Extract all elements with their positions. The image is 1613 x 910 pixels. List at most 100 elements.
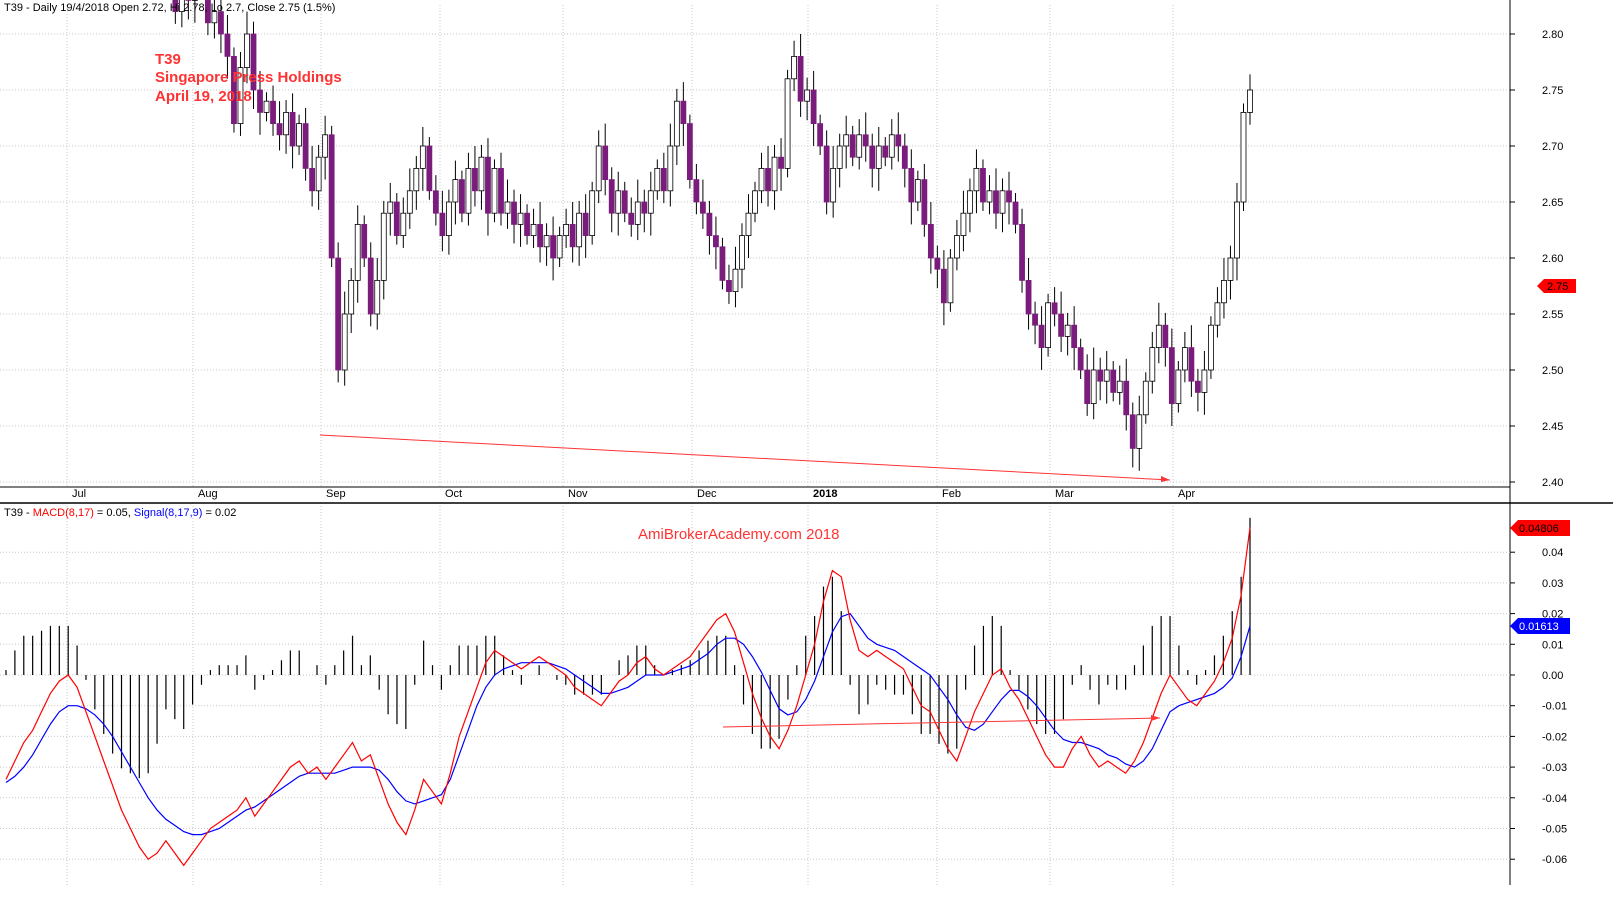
- candle-body: [1090, 369, 1097, 404]
- macd-y-axis: 0.04 0.03 0.02 0.01 0.00 -0.01 -0.02 -0.03 -0.04…: [1510, 547, 1567, 866]
- candle-body: [1234, 201, 1240, 259]
- candle-body: [1097, 369, 1104, 382]
- month-label: Nov: [568, 488, 588, 500]
- last-price-tag: 2.75: [1537, 279, 1576, 293]
- candle-body: [621, 190, 628, 214]
- candle-body: [719, 246, 726, 281]
- candle-body: [634, 201, 641, 225]
- macd-tick-label: 0.03: [1542, 578, 1563, 590]
- candle-body: [1240, 112, 1247, 203]
- candle-body: [875, 145, 882, 169]
- candle-body: [1194, 380, 1201, 393]
- macd-tick-label: 0.01: [1542, 639, 1563, 651]
- signal-line: [5, 612, 1251, 836]
- candle-body: [1214, 302, 1221, 326]
- price-y-axis: 2.402.452.502.552.602.652.702.752.802.85…: [1510, 29, 1563, 489]
- candle-body: [276, 123, 283, 136]
- candle-body: [211, 11, 218, 24]
- signal-value-tag: 0.01613: [1510, 618, 1570, 634]
- candle-body: [432, 190, 439, 214]
- candle-body: [680, 100, 687, 124]
- candle-body: [797, 56, 804, 102]
- candle-body: [843, 134, 850, 147]
- price-tick-label: 2.45: [1542, 421, 1563, 433]
- candle-body: [667, 145, 674, 192]
- macd-header-prefix: T39 -: [4, 507, 33, 519]
- candle-body: [1136, 414, 1143, 449]
- trend-arrowhead: [1161, 476, 1170, 482]
- candle-body: [686, 123, 693, 180]
- candle-body: [771, 156, 778, 192]
- candle-body: [1116, 380, 1123, 393]
- candle-body: [986, 190, 993, 203]
- candle-body: [1142, 380, 1149, 416]
- price-panel: 2.402.452.502.552.602.652.702.752.802.85…: [0, 0, 1576, 885]
- candle-body: [914, 179, 921, 203]
- support-trend-line: [319, 434, 1171, 481]
- candle-body: [1201, 369, 1208, 393]
- candle-body: [1045, 302, 1051, 348]
- annotation-date: April 19, 2018: [155, 88, 252, 105]
- candle-body: [810, 89, 817, 124]
- candle-body: [1012, 201, 1019, 225]
- candle-body: [218, 11, 224, 35]
- candle-body: [348, 279, 355, 315]
- candle-body: [817, 123, 824, 147]
- candle-body: [393, 201, 400, 236]
- candle-body: [778, 156, 784, 169]
- annotation-company: Singapore Press Holdings: [155, 69, 342, 86]
- candle-body: [908, 167, 915, 203]
- candle-body: [1006, 190, 1012, 203]
- candle-body: [595, 145, 602, 192]
- candle-body: [980, 167, 986, 203]
- candle-body: [257, 89, 263, 113]
- candle-body: [1025, 279, 1032, 315]
- candle-body: [296, 123, 302, 147]
- candle-body: [224, 33, 231, 57]
- candle-body: [172, 0, 179, 12]
- candle-body: [954, 235, 960, 259]
- macd-tick-label: 0.04: [1542, 547, 1563, 559]
- candle-body: [973, 167, 980, 192]
- candle-body: [205, 0, 211, 24]
- candle-body: [862, 134, 869, 147]
- candle-body: [556, 235, 563, 259]
- macd-tick-label: -0.02: [1542, 731, 1567, 743]
- candle-body: [589, 190, 596, 237]
- macd-tick-label: -0.03: [1542, 762, 1567, 774]
- candle-body: [380, 212, 387, 281]
- macd-header: T39 - MACD(8,17) = 0.05, Signal(8,17,9) …: [4, 507, 236, 519]
- candle-body: [726, 279, 732, 292]
- candle-body: [830, 167, 837, 203]
- macd-tick-label: 0.00: [1542, 670, 1563, 682]
- candle-body: [940, 268, 947, 304]
- macd-header-signal-label: Signal(8,17,9): [134, 507, 203, 519]
- month-label: Sep: [326, 488, 346, 500]
- candle-body: [1129, 414, 1136, 449]
- candle-body: [804, 89, 811, 102]
- candle-body: [1162, 324, 1169, 349]
- candle-body: [530, 223, 537, 236]
- candle-body: [1188, 347, 1195, 382]
- candle-body: [1051, 302, 1058, 315]
- candle-body: [732, 268, 739, 293]
- candle-body: [465, 167, 472, 214]
- candle-body: [367, 257, 374, 315]
- candle-body: [739, 235, 745, 270]
- month-label: Oct: [445, 488, 462, 500]
- candle-body: [569, 223, 576, 248]
- price-tick-label: 2.70: [1542, 141, 1563, 153]
- candle-body: [426, 145, 433, 192]
- macd-tick-label: -0.01: [1542, 701, 1567, 713]
- candle-body: [745, 212, 752, 236]
- candle-body: [517, 212, 524, 225]
- candle-body: [615, 190, 622, 214]
- annotation-ticker: T39: [155, 51, 181, 68]
- candle-body: [231, 56, 237, 124]
- candle-body: [504, 201, 511, 214]
- candle-body: [419, 145, 426, 169]
- candle-body: [758, 167, 765, 192]
- candle-body: [849, 134, 856, 158]
- candle-body: [647, 190, 654, 214]
